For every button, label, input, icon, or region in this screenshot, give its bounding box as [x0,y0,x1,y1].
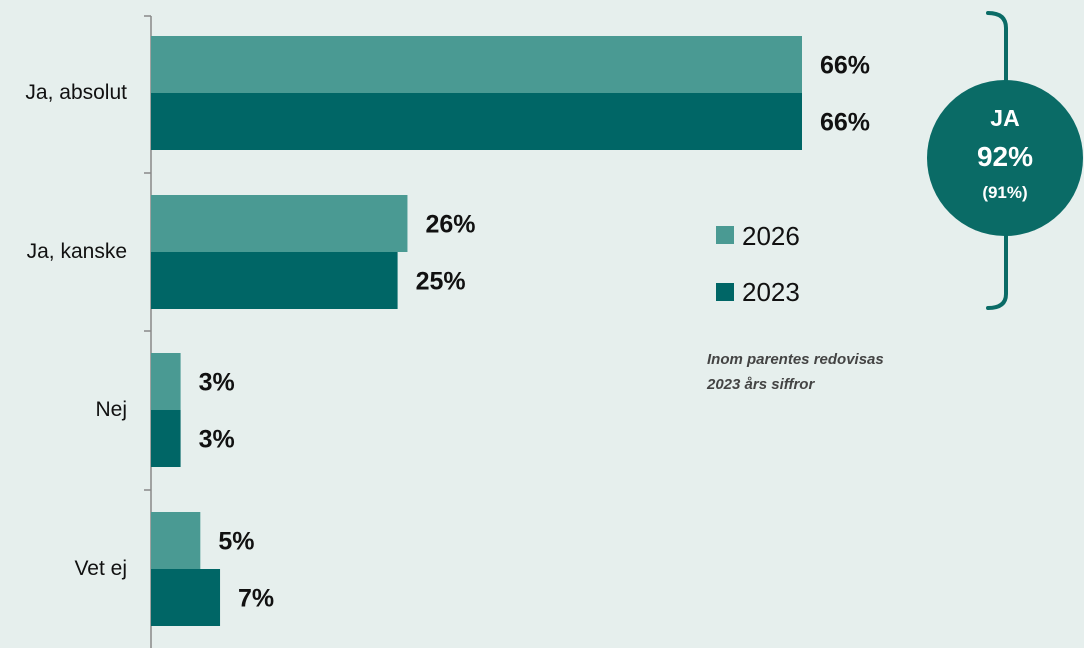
summary-badge: JA 92% (91%) [927,80,1083,236]
legend-label-2023: 2023 [742,277,800,307]
legend-swatch-2026 [716,226,734,244]
footnote: Inom parentes redovisas 2023 års siffror [706,351,884,393]
bar-2023 [151,410,181,467]
data-label: 26% [425,211,475,239]
data-label: 66% [820,109,870,137]
bar-2023 [151,252,398,309]
summary-title: JA [990,105,1019,131]
category-label: Ja, kanske [27,240,127,263]
data-label: 66% [820,52,870,80]
bar-2026 [151,512,201,569]
data-label: 25% [416,268,466,296]
legend-label-2026: 2026 [742,221,800,251]
category-label: Vet ej [74,557,127,580]
data-label: 7% [238,585,274,613]
y-axis [144,15,152,648]
bars [151,36,802,626]
data-label: 3% [199,369,235,397]
bar-2026 [151,36,802,93]
summary-circle [927,80,1083,236]
summary-value: 92% [977,141,1033,172]
legend: 2026 2023 [716,221,800,307]
legend-swatch-2023 [716,283,734,301]
footnote-line-1: Inom parentes redovisas [707,351,884,368]
bar-2023 [151,569,221,626]
data-label: 3% [199,426,235,454]
bar-2026 [151,195,408,252]
labels: Ja, absolut 66% 66% Ja, kanske 26% 25% Nej 3% 3%… [25,52,870,613]
bar-2026 [151,353,181,410]
data-label: 5% [218,528,254,556]
bar-2023 [151,93,802,150]
footnote-line-2: 2023 års siffror [706,376,815,393]
category-label: Nej [95,398,127,421]
summary-previous: (91%) [982,183,1027,202]
category-label: Ja, absolut [25,81,127,104]
